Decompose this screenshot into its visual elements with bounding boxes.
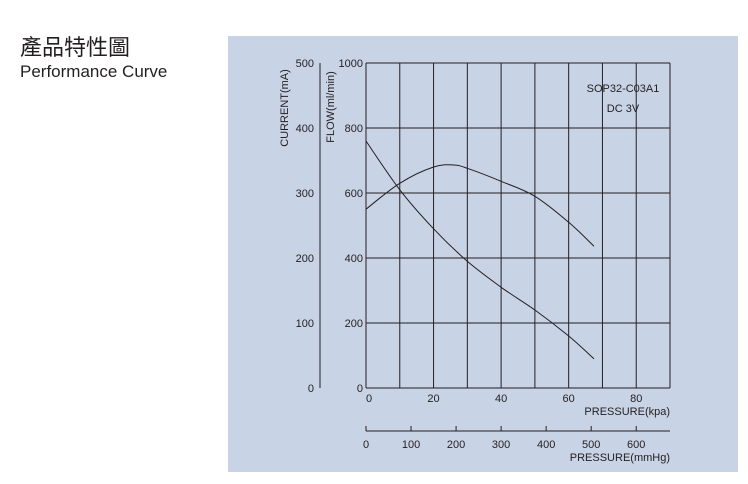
x-tick-label-mmhg: 100 [402, 439, 420, 451]
y-tick-label-flow: 1000 [339, 58, 363, 70]
y-tick-label-flow: 800 [345, 123, 363, 135]
y-tick-label-current: 500 [296, 58, 314, 70]
y-tick-label-current: 100 [296, 318, 314, 330]
x-tick-label-mmhg: 0 [363, 439, 369, 451]
y-tick-label-current: 200 [296, 253, 314, 265]
x-tick-label-mmhg: 500 [582, 439, 600, 451]
heading-title-en: Performance Curve [20, 62, 168, 81]
y-tick-label-current: 0 [308, 383, 314, 395]
series-line-current [365, 164, 595, 247]
x-tick-label-kpa: 60 [563, 393, 575, 405]
chart-panel: 0 100 200 300 400 500 0 200 400 600 800 1000 CURRENT… [228, 36, 738, 472]
x-tick-label-mmhg: 200 [447, 439, 465, 451]
x-tick-label-mmhg: 400 [537, 439, 555, 451]
heading-title-zh: 產品特性圖 [20, 36, 131, 61]
x-tick-label-mmhg: 600 [627, 439, 645, 451]
y-tick-label-flow: 400 [345, 253, 363, 265]
x-tick-label-kpa: 40 [495, 393, 507, 405]
x-axis-kpa-title: PRESSURE(kpa) [584, 406, 670, 418]
x-tick-label-kpa: 80 [630, 393, 642, 405]
x-tick-label-mmhg: 300 [492, 439, 510, 451]
model-label: SOP32-C03A1 [587, 83, 660, 95]
y-tick-label-flow: 600 [345, 188, 363, 200]
y-tick-label-flow: 0 [357, 383, 363, 395]
y-axis-current-title: CURRENT(mA) [279, 69, 291, 147]
voltage-label: DC 3V [607, 103, 640, 115]
series-line-flow [365, 140, 595, 360]
y-tick-label-current: 300 [296, 188, 314, 200]
x-tick-label-kpa: 20 [427, 393, 439, 405]
y-axis-flow-title: FLOW(ml/min) [325, 71, 337, 143]
x-axis-mmhg-title: PRESSURE(mmHg) [570, 452, 670, 464]
y-tick-label-current: 400 [296, 123, 314, 135]
y-tick-label-flow: 200 [345, 318, 363, 330]
x-tick-label-kpa: 0 [366, 393, 372, 405]
chart-heading: 產品特性圖 Performance Curve [20, 36, 167, 82]
performance-curve-chart: 010020030040050002004006008001000CURRENT… [279, 58, 671, 464]
